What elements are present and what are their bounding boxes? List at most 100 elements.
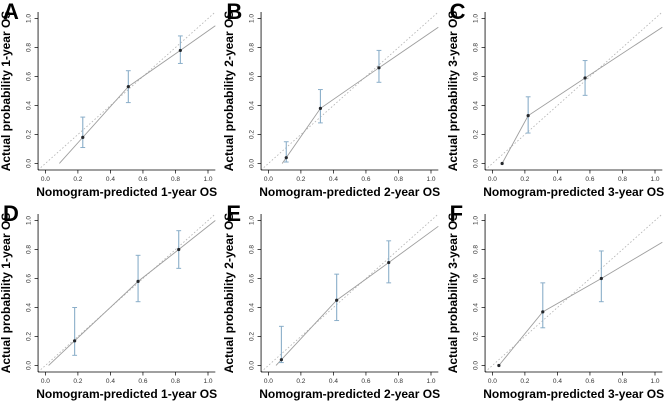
y-tick-label: 0.2 [249,332,256,341]
data-point [178,48,182,53]
data-point [526,114,530,118]
y-axis-label: Actual probability 2-year OS [223,11,236,172]
calibration-panel-f: F 0.0 0.0 0.2 0.2 0.4 0.4 0.6 0.6 0.8 0.8 1.0 1.0 No… [447,202,670,404]
x-tick-label: 0.4 [106,378,115,385]
data-point [583,76,587,80]
y-tick-label: 0.8 [26,245,33,254]
y-tick-label: 0.2 [249,130,256,139]
y-tick-label: 0.6 [472,274,479,283]
y-tick-label: 0.0 [249,361,256,370]
x-tick-label: 0.6 [585,378,594,385]
x-tick-label: 0.8 [394,176,403,183]
y-axis-label: Actual probability 1-year OS [0,11,13,172]
y-tick-label: 1.0 [472,14,479,23]
y-axis-label: Actual probability 1-year OS [0,213,13,374]
x-tick-label: 0.0 [264,378,273,385]
x-axis-label: Nomogram-predicted 2-year OS [260,185,441,199]
x-tick-label: 0.4 [329,378,338,385]
data-point [73,339,77,343]
calibration-line [276,225,439,366]
x-tick-label: 0.4 [329,176,338,183]
y-tick-label: 0.0 [472,159,479,168]
y-tick-label: 0.4 [472,101,479,110]
x-tick-label: 0.6 [138,176,147,183]
x-tick-label: 0.8 [171,176,180,183]
data-point [599,276,603,281]
data-point [387,260,391,265]
ideal-diagonal-line [484,213,663,373]
calibration-line [498,241,663,366]
y-tick-label: 0.8 [26,43,33,52]
y-tick-label: 0.8 [249,245,256,254]
panel-letter-b: B [226,0,243,24]
y-tick-label: 0.2 [472,332,479,341]
data-point [177,247,181,252]
x-tick-label: 1.0 [650,378,659,385]
x-tick-label: 0.6 [362,176,371,183]
x-tick-label: 0.6 [362,378,371,385]
y-tick-label: 0.8 [472,43,479,52]
panel-letter-d: D [3,201,19,226]
data-point [136,279,140,284]
data-point [284,156,289,160]
y-tick-label: 0.8 [472,245,479,254]
calibration-panel-b: B 0.0 0.0 0.2 0.2 0.4 0.4 0.6 0.6 0.8 0.8 1.0 1.0 No… [223,0,446,202]
calibration-line [48,220,216,366]
y-tick-label: 0.4 [249,101,256,110]
calibration-panel-e: E 0.0 0.0 0.2 0.2 0.4 0.4 0.6 0.6 0.8 0.8 1.0 1.0 No… [223,202,446,404]
calibration-plot-b: 0.0 0.0 0.2 0.2 0.4 0.4 0.6 0.6 0.8 0.8 1.0 1.0 Nomo… [223,11,441,199]
ideal-diagonal-line [261,11,439,171]
panel-letter-c: C [449,0,466,24]
x-axis-label: Nomogram-predicted 1-year OS [36,185,217,199]
y-tick-label: 0.6 [249,274,256,283]
calibration-line [501,26,663,164]
calibration-plot-d: 0.0 0.0 0.2 0.2 0.4 0.4 0.6 0.6 0.8 0.8 1.0 1.0 Nomo… [0,213,217,401]
calibration-line [282,26,439,164]
y-tick-label: 0.2 [26,130,33,139]
x-tick-label: 1.0 [427,176,436,183]
x-tick-label: 0.0 [41,176,50,183]
x-tick-label: 0.4 [553,176,562,183]
y-tick-label: 0.0 [472,361,479,370]
data-point [500,161,504,166]
y-tick-label: 0.6 [26,274,33,283]
x-tick-label: 0.6 [138,378,147,385]
x-tick-label: 1.0 [203,378,212,385]
y-tick-label: 1.0 [26,216,33,225]
calibration-panel-c: C 0.0 0.0 0.2 0.2 0.4 0.4 0.6 0.6 0.8 0.8 1.0 1.0 No… [447,0,670,202]
y-tick-label: 0.0 [249,159,256,168]
ideal-diagonal-line [37,11,216,171]
x-tick-label: 0.0 [264,176,273,183]
x-tick-label: 0.2 [520,176,529,183]
data-point [335,298,339,302]
data-point [540,310,545,314]
y-tick-label: 0.2 [26,332,33,341]
ideal-diagonal-line [37,213,216,373]
y-axis-label: Actual probability 2-year OS [223,213,236,374]
x-tick-label: 0.8 [618,378,627,385]
data-point [81,135,85,139]
calibration-plot-f: 0.0 0.0 0.2 0.2 0.4 0.4 0.6 0.6 0.8 0.8 1.0 1.0 Nomo… [447,213,664,401]
data-point [496,363,501,368]
y-tick-label: 0.0 [26,361,33,370]
x-tick-label: 0.8 [394,378,403,385]
data-point [280,358,284,362]
y-tick-label: 0.6 [26,72,33,81]
data-point [377,66,381,70]
y-tick-label: 0.4 [26,303,33,312]
y-tick-label: 1.0 [249,14,256,23]
panel-letter-e: E [226,201,242,226]
y-tick-label: 1.0 [472,216,479,225]
data-point [319,106,323,110]
x-tick-label: 0.0 [488,378,497,385]
x-axis-label: Nomogram-predicted 2-year OS [260,387,441,401]
x-tick-label: 0.2 [297,378,306,385]
y-axis-label: Actual probability 3-year OS [447,213,460,374]
x-axis-label: Nomogram-predicted 1-year OS [36,387,217,401]
x-tick-label: 0.4 [106,176,115,183]
x-tick-label: 0.0 [41,378,50,385]
y-tick-label: 0.4 [26,101,33,110]
x-tick-label: 0.2 [73,176,82,183]
panel-letter-a: A [3,0,19,24]
